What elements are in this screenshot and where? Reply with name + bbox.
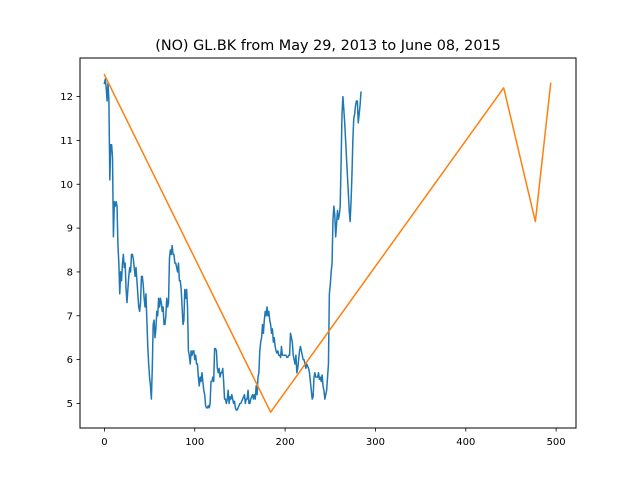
y-tick-label: 5 — [67, 399, 73, 410]
x-tick-label: 0 — [101, 437, 107, 448]
chart-title: (NO) GL.BK from May 29, 2013 to June 08,… — [155, 38, 501, 54]
y-tick-label: 12 — [60, 92, 73, 103]
x-tick-label: 300 — [366, 437, 385, 448]
x-tick-label: 400 — [456, 437, 475, 448]
x-tick-label: 100 — [185, 437, 204, 448]
y-axis: 5 6 7 8 9 10 11 12 — [60, 92, 80, 410]
y-tick-label: 6 — [67, 355, 73, 366]
x-tick-label: 500 — [547, 437, 566, 448]
y-tick-label: 10 — [60, 180, 73, 191]
series-layer — [103, 73, 552, 413]
series-line-2 — [103, 73, 552, 413]
plot-frame — [79, 57, 577, 429]
series-line-1 — [103, 78, 362, 411]
y-tick-label: 11 — [60, 136, 73, 147]
y-tick-label: 7 — [67, 311, 73, 322]
y-tick-label: 9 — [67, 224, 73, 235]
x-axis: 0 100 200 300 400 500 — [101, 428, 566, 448]
y-tick-label: 8 — [67, 268, 73, 279]
x-tick-label: 200 — [276, 437, 295, 448]
